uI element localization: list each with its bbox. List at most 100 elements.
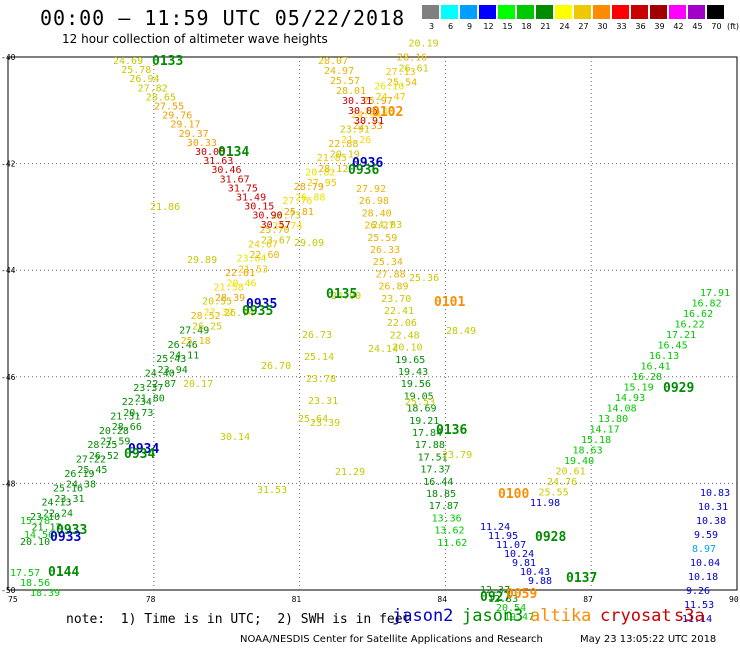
track-0102-reading: 26.73 [302,330,332,341]
legend-swatch [688,5,705,19]
swath-reading: 27.13 [386,67,416,78]
swath-reading: 24.40 [145,368,175,379]
pass-time-label: 0927 [480,590,511,605]
track-0136-reading: 22.48 [390,330,420,341]
track-0133-reading: 29.37 [179,129,209,140]
track-0928-reading: 9.81 [512,558,536,569]
track-0136-reading: 19.05 [404,391,434,402]
track-0136-reading: 17.37 [420,465,450,476]
misc-reading: 28.49 [446,326,476,337]
legend-label: 12 [483,22,494,31]
legend-swatch [460,5,477,19]
swath-reading: 27.32 [204,307,234,318]
swath-reading: 28.66 [112,422,142,433]
track-0133-reading: 27.82 [138,83,168,94]
track-0136-reading: 22.06 [387,318,417,329]
track-0133-reading: 26.94 [129,74,159,85]
swath-reading: 25.81 [284,207,314,218]
pass-time-label: 0133 [152,54,183,69]
track-0929-reading: 19.40 [564,456,594,467]
misc-reading: 24.03 [372,220,402,231]
swath-reading: 23.64 [236,254,266,265]
track-0102-reading: 28.07 [318,56,348,67]
legend-swatch [498,5,515,19]
track-0929-reading: 16.13 [649,351,679,362]
legend-swatch [536,5,553,19]
swath-reading: 23.91 [340,124,370,135]
swath-reading: 24.47 [376,92,406,103]
lat-tick-label: -50 [1,586,16,595]
legend-swatch [574,5,591,19]
track-0133-reading: 24.69 [113,56,143,67]
misc-reading: 26.74 [224,308,254,319]
lon-tick-label: 78 [146,595,156,604]
track-0102-reading: 30.31 [342,96,372,107]
track-0133-reading: 30.33 [187,138,217,149]
swath-reading: 23.67 [261,236,291,247]
swath-reading: 21.80 [135,393,165,404]
track-0136-reading: 19.56 [401,379,431,390]
track-0144-reading: 17.57 [10,568,40,579]
track-0929-reading: 24.76 [547,477,577,488]
swath-reading: 21.58 [214,282,244,293]
swath-reading: 23.10 [30,512,60,523]
track-0136-reading: 27.88 [376,269,406,280]
track-blue-reading: 10.83 [700,488,730,499]
lat-tick-label: -46 [1,373,16,382]
pass-time-label: 0100 [498,487,529,502]
track-0928-reading: 19.47 [504,612,534,623]
track-0136-reading: 22.41 [384,306,414,317]
swath-reading: 24.74 [272,221,302,232]
legend-label: 70 [711,22,722,31]
legend-swatch [631,5,648,19]
swath-reading: 20.10 [20,537,50,548]
swath-reading: 25.70 [259,225,289,236]
pass-time-label: 0933 [50,530,81,545]
track-0136-reading: 25.59 [367,233,397,244]
swath-reading: 25.16 [53,483,83,494]
track-0136-reading: 18.69 [406,404,436,415]
pass-time-label: 0933 [56,523,87,538]
legend-label: 42 [673,22,684,31]
track-0928-reading: 11.95 [488,531,518,542]
track-0929-reading: 16.41 [641,362,671,373]
track-0102-reading: 24.97 [324,66,354,77]
track-0929-reading: 16.82 [692,299,722,310]
track-0102-reading: 23.78 [306,374,336,385]
generated-timestamp: May 23 13:05:22 UTC 2018 [580,634,717,645]
wave-height-legend: 3 6 9 12 15 18 21 24 27 30 33 36 39 42 45 70 (ft) [422,5,740,33]
swath-reading: 20.73 [123,408,153,419]
track-0136-reading: 16.44 [423,477,453,488]
track-0136-reading: 28.40 [362,208,392,219]
map-title: 00:00 – 11:59 UTC 05/22/2018 [40,6,406,30]
track-0929-reading: 14.93 [615,393,645,404]
swath-reading: 26.10 [374,81,404,92]
swath-reading: 26.52 [89,451,119,462]
pass-time-label: 0936 [348,163,379,178]
pass-time-label: 0936 [352,156,383,171]
swath-reading: 23.37 [133,383,163,394]
track-0136-reading: 23.70 [381,294,411,305]
track-0133-reading: 31.49 [236,193,266,204]
track-0929-reading: 14.08 [607,404,637,415]
track-0929-reading: 15.19 [624,383,654,394]
swath-reading: 24.67 [248,239,278,250]
swath-reading: 25.18 [181,336,211,347]
misc-reading: 21.29 [335,467,365,478]
track-blue-reading: 9.26 [686,586,710,597]
legend-label: 45 [692,22,703,31]
swath-reading: 26.19 [64,469,94,480]
track-0102-reading: 25.57 [330,76,360,87]
pass-time-label: 0102 [372,105,403,120]
swath-reading: 20.82 [305,168,335,179]
track-blue-reading: 10.04 [690,558,720,569]
legend-label: 33 [616,22,627,31]
track-0133-reading: 30.05 [195,147,225,158]
track-0133-reading: 25.78 [121,65,151,76]
swath-reading: 24.38 [66,480,96,491]
legend-label: 9 [466,22,473,31]
lat-tick-label: -44 [1,266,16,275]
misc-reading: 23.79 [442,450,472,461]
satellite-label-altika: altika [530,606,592,626]
swath-reading: 26.73 [271,211,301,222]
